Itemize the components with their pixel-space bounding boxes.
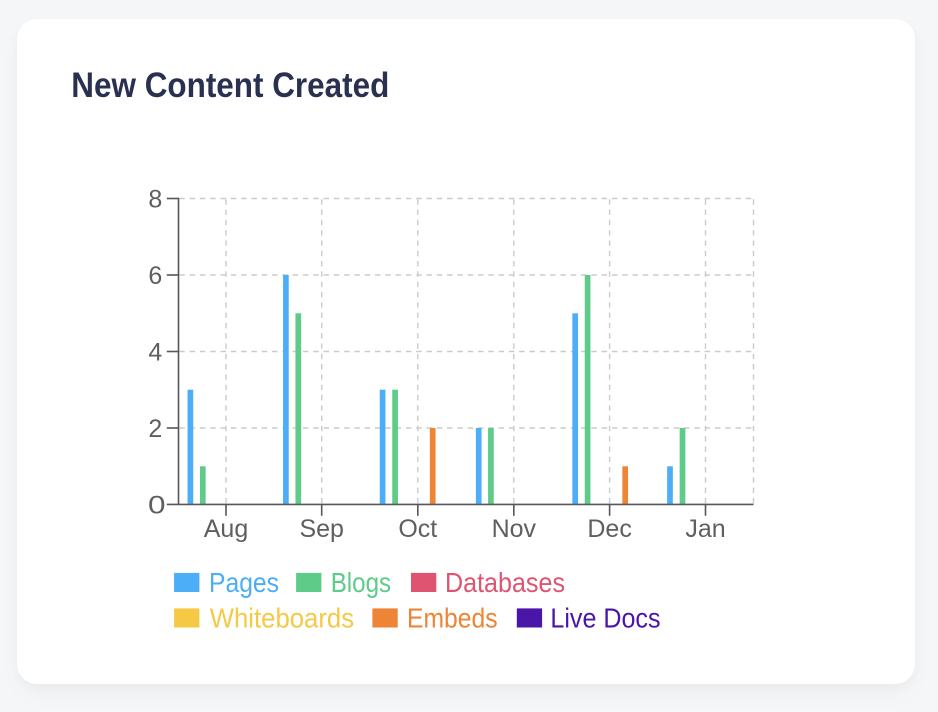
svg-text:Sep: Sep bbox=[299, 515, 343, 543]
svg-text:Aug: Aug bbox=[204, 515, 248, 543]
svg-text:Oct: Oct bbox=[398, 515, 437, 543]
svg-text:6: 6 bbox=[148, 262, 162, 290]
svg-text:Live Docs: Live Docs bbox=[550, 603, 660, 634]
svg-text:Jan: Jan bbox=[685, 515, 725, 543]
svg-text:0: 0 bbox=[148, 492, 166, 520]
svg-text:Pages: Pages bbox=[209, 567, 279, 598]
svg-text:New Content Created: New Content Created bbox=[71, 65, 389, 105]
svg-text:2: 2 bbox=[148, 415, 162, 443]
svg-text:Whiteboards: Whiteboards bbox=[210, 603, 354, 634]
svg-text:Embeds: Embeds bbox=[407, 603, 498, 634]
svg-text:8: 8 bbox=[148, 186, 162, 214]
svg-text:4: 4 bbox=[148, 339, 162, 367]
svg-text:Databases: Databases bbox=[445, 567, 565, 598]
svg-text:Nov: Nov bbox=[492, 515, 537, 543]
svg-text:Dec: Dec bbox=[587, 515, 631, 543]
svg-text:Blogs: Blogs bbox=[331, 567, 391, 598]
